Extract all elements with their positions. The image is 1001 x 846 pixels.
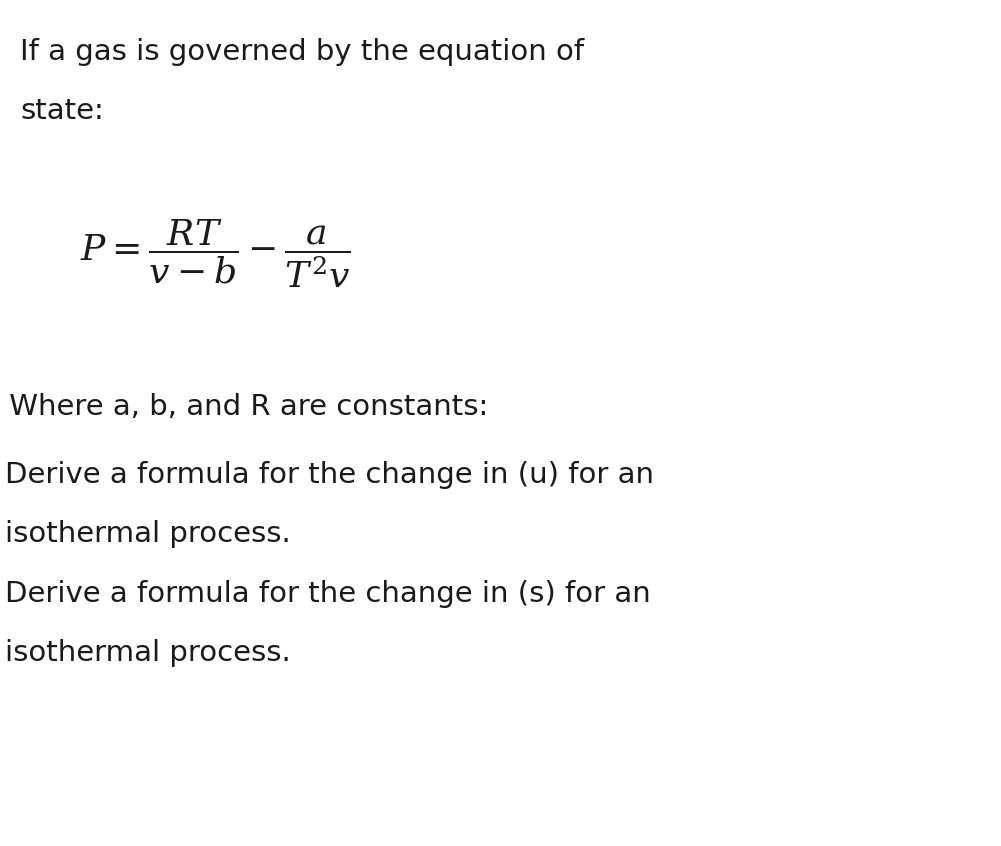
Text: Derive a formula for the change in (u) for an: Derive a formula for the change in (u) f…: [5, 461, 654, 489]
Text: isothermal process.: isothermal process.: [5, 639, 290, 667]
Text: state:: state:: [20, 97, 104, 125]
Text: Where a, b, and R are constants:: Where a, b, and R are constants:: [0, 393, 488, 421]
Text: isothermal process.: isothermal process.: [5, 520, 290, 548]
Text: If a gas is governed by the equation of: If a gas is governed by the equation of: [20, 38, 585, 66]
Text: Derive a formula for the change in (s) for an: Derive a formula for the change in (s) f…: [5, 580, 651, 607]
Text: $P = \dfrac{RT}{v - b} - \dfrac{a}{T^2 v}$: $P = \dfrac{RT}{v - b} - \dfrac{a}{T^2 v…: [80, 217, 351, 290]
